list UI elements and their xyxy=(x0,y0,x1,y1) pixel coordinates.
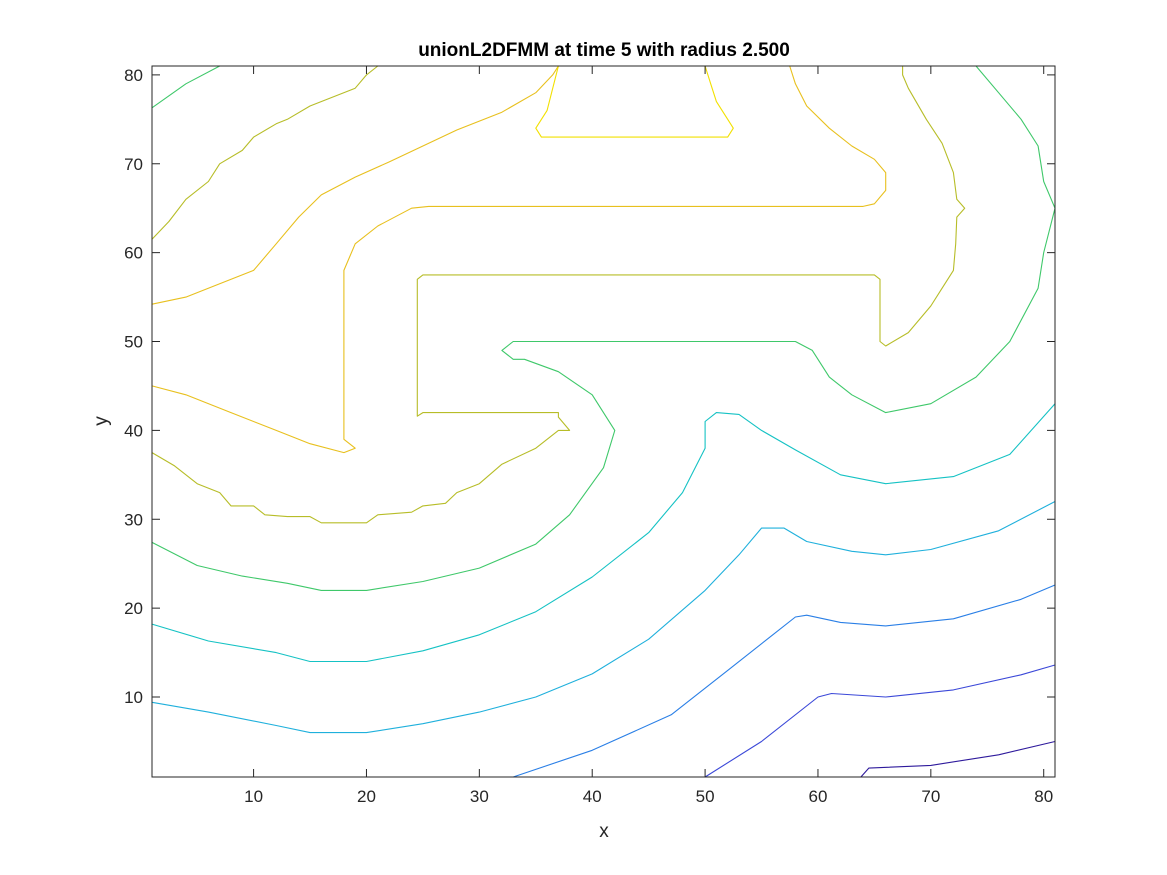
contour-line-5 xyxy=(151,403,1056,663)
x-tick-label: 10 xyxy=(244,787,263,806)
contour-line-3 xyxy=(512,584,1056,778)
contour-line-2 xyxy=(704,664,1056,778)
contour-line-7 xyxy=(151,65,221,109)
y-tick-label: 60 xyxy=(124,244,143,263)
y-tick-label: 70 xyxy=(124,155,143,174)
y-tick-label: 80 xyxy=(124,66,143,85)
contour-lines xyxy=(151,65,1056,778)
x-tick-label: 70 xyxy=(921,787,940,806)
chart-title: unionL2DFMM at time 5 with radius 2.500 xyxy=(418,40,790,61)
contour-line-4 xyxy=(151,500,1056,734)
y-axis-ticks: 10 20 30 40 50 60 70 80 xyxy=(124,66,1055,707)
x-axis-label: x xyxy=(599,821,609,842)
x-tick-label: 20 xyxy=(357,787,376,806)
y-tick-label: 30 xyxy=(124,510,143,529)
y-tick-label: 20 xyxy=(124,599,143,618)
contour-line-11 xyxy=(151,65,559,305)
contour-line-6 xyxy=(151,65,1056,591)
y-axis-label: y xyxy=(91,416,112,426)
contour-line-8 xyxy=(151,65,966,524)
x-tick-label: 50 xyxy=(696,787,715,806)
contour-line-9 xyxy=(151,65,379,240)
contour-line-10 xyxy=(151,65,887,454)
contour-line-12 xyxy=(535,65,734,138)
x-tick-label: 80 xyxy=(1034,787,1053,806)
y-tick-label: 50 xyxy=(124,333,143,352)
plot-area-frame xyxy=(151,65,1056,778)
contour-line-1 xyxy=(860,740,1056,778)
x-tick-label: 30 xyxy=(470,787,489,806)
y-tick-label: 10 xyxy=(124,688,143,707)
y-tick-label: 40 xyxy=(124,421,143,440)
x-axis-ticks: 10 20 30 40 50 60 70 80 xyxy=(244,66,1053,806)
x-tick-label: 40 xyxy=(583,787,602,806)
x-tick-label: 60 xyxy=(809,787,828,806)
